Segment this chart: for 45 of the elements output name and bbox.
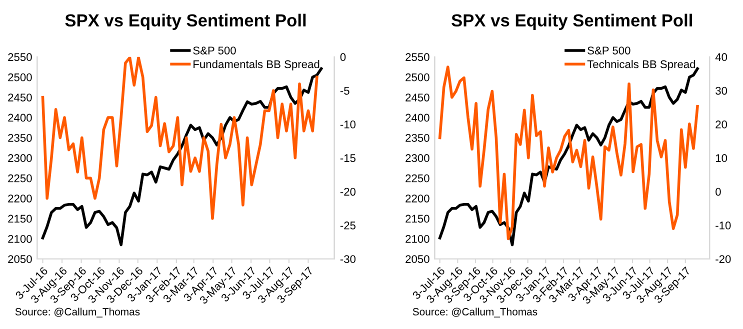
y2-tick-label: 30 (716, 86, 728, 95)
y-tick-label: 2350 (406, 134, 430, 142)
chart-title: SPX vs Equity Sentiment Poll (65, 14, 306, 30)
y2-tick-label: -25 (340, 222, 356, 230)
y-tick-label: 2300 (8, 154, 32, 162)
y-tick-label: 2150 (8, 214, 32, 223)
y2-tick-label: -20 (340, 188, 356, 196)
y-tick-label: 2250 (406, 174, 430, 182)
chart-title: SPX vs Equity Sentiment Poll (452, 14, 692, 30)
y2-tick-label: 20 (716, 120, 728, 128)
y-tick-label: 2200 (8, 194, 32, 202)
y-tick-label: 2300 (406, 154, 430, 162)
y-tick-label: 2350 (8, 134, 32, 142)
y-tick-label: 2550 (8, 53, 32, 62)
y2-tick-label: -5 (340, 86, 350, 95)
line-series (41, 56, 318, 220)
y2-tick-label: 0 (716, 188, 721, 196)
y2-tick-label: 10 (716, 154, 728, 162)
y2-tick-label: -20 (716, 255, 731, 264)
y2-tick-label: -10 (716, 222, 731, 230)
y-tick-label: 2100 (8, 234, 32, 243)
y2-tick-label: -15 (340, 154, 356, 162)
y-tick-label: 2500 (406, 73, 430, 82)
y2-tick-label: 0 (340, 53, 346, 62)
source-note: Source: @Callum_Thomas (412, 308, 538, 318)
y-tick-label: 2050 (8, 255, 32, 264)
y-tick-label: 2050 (406, 255, 430, 264)
legend-label: Technicals BB Spread (587, 60, 696, 70)
y-tick-label: 2500 (8, 73, 32, 82)
y-tick-label: 2450 (406, 94, 430, 102)
legend-label: Fundamentals BB Spread (194, 60, 320, 70)
source-note: Source: @Callum_Thomas (15, 308, 140, 318)
y-tick-label: 2400 (8, 114, 32, 122)
legend-label: S&P 500 (193, 46, 236, 54)
y-tick-label: 2400 (406, 114, 430, 122)
y-tick-label: 2450 (8, 94, 32, 102)
y-tick-label: 2550 (406, 53, 430, 62)
y2-tick-label: 40 (715, 53, 728, 62)
y2-tick-label: -10 (340, 120, 356, 128)
y-tick-label: 2100 (406, 234, 430, 243)
y-tick-label: 2200 (406, 194, 430, 202)
legend-label: S&P 500 (588, 46, 630, 54)
y-tick-label: 2150 (406, 214, 430, 223)
y2-tick-label: -30 (340, 255, 356, 264)
y-tick-label: 2250 (8, 174, 32, 182)
